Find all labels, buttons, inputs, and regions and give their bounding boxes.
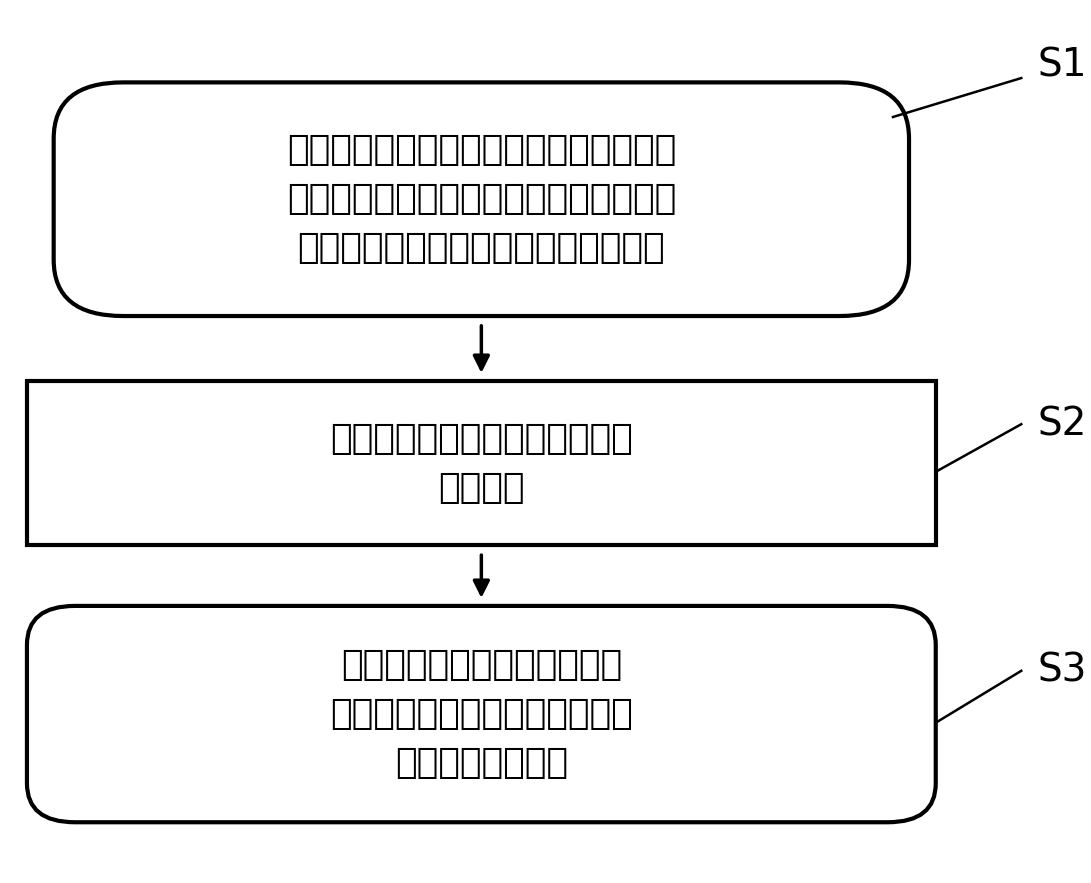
Text: 对所述状态信息进行处理和分
析，并确定微电网运行策略，控
制微电网平滑运行: 对所述状态信息进行处理和分 析，并确定微电网运行策略，控 制微电网平滑运行 — [329, 648, 633, 780]
Text: S2: S2 — [1038, 405, 1087, 443]
FancyBboxPatch shape — [53, 82, 909, 316]
FancyBboxPatch shape — [27, 606, 936, 822]
Text: S3: S3 — [1038, 652, 1087, 690]
Text: S1: S1 — [1038, 46, 1087, 84]
Text: 检测和采集光伏发电阵列、储能装置的超
级电容器和储能装置中的蓄电池组、本地
负载、配电网以及直流母线的状态信息: 检测和采集光伏发电阵列、储能装置的超 级电容器和储能装置中的蓄电池组、本地 负载… — [287, 133, 676, 265]
Text: 通信总线将所述状态信息汇集到
中控模块: 通信总线将所述状态信息汇集到 中控模块 — [329, 422, 633, 504]
FancyBboxPatch shape — [27, 381, 936, 546]
